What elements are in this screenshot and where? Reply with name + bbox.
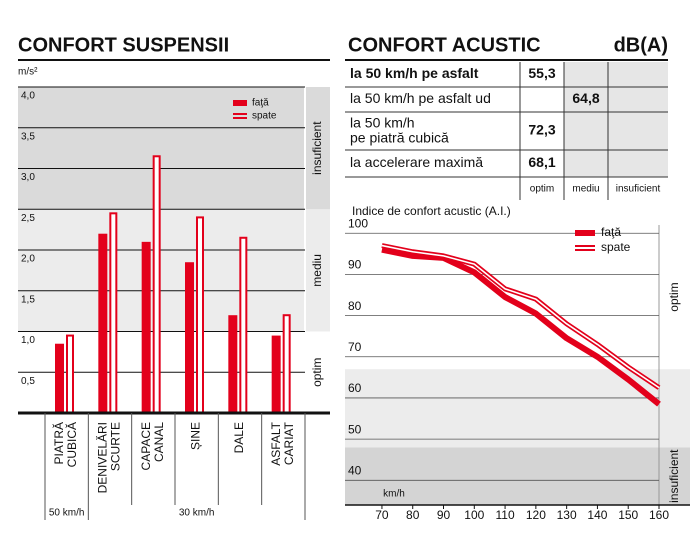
zone-label: optim xyxy=(310,358,324,387)
legend-swatch xyxy=(575,230,595,236)
bar xyxy=(239,236,248,414)
x-tick-label: 70 xyxy=(375,508,389,522)
table-title: CONFORT ACUSTIC xyxy=(348,34,541,56)
zone-label: insuficient xyxy=(667,449,681,503)
row-label: la accelerare maximă xyxy=(350,154,483,170)
y-tick-label: 2,5 xyxy=(21,213,35,224)
y-tick-label: 3,0 xyxy=(21,172,35,183)
y-tick-label: 60 xyxy=(348,381,362,395)
legend-label: spate xyxy=(252,111,277,122)
bar xyxy=(271,335,281,413)
x-tick-label: 80 xyxy=(406,508,420,522)
zone xyxy=(18,209,330,332)
bar xyxy=(98,233,108,413)
legend-label: faţă xyxy=(601,225,621,239)
column-header: insuficient xyxy=(616,184,661,195)
x-tick-label: 160 xyxy=(649,508,669,522)
cell-value: 64,8 xyxy=(572,90,599,106)
zone xyxy=(345,369,690,448)
y-tick-label: 1,0 xyxy=(21,335,35,346)
y-tick-label: 4,0 xyxy=(21,91,35,102)
y-tick-label: 70 xyxy=(348,340,362,354)
series-line-inner xyxy=(381,244,660,389)
bar xyxy=(185,262,194,413)
zone xyxy=(18,87,330,210)
zone xyxy=(345,447,690,505)
bar xyxy=(228,315,238,413)
bar xyxy=(282,314,291,415)
zone-label: insuficient xyxy=(310,121,324,175)
x-tick-label: 90 xyxy=(437,508,451,522)
x-tick-label: 120 xyxy=(526,508,546,522)
x-unit: km/h xyxy=(383,489,405,500)
table-unit: dB(A) xyxy=(614,34,668,56)
y-tick-label: 2,0 xyxy=(21,254,35,265)
cell-value: 55,3 xyxy=(528,65,555,81)
y-tick-label: 90 xyxy=(348,258,362,272)
x-tick-label: ȘINE xyxy=(189,422,203,450)
column-header: optim xyxy=(530,184,554,195)
zone-label: optim xyxy=(667,282,681,311)
y-tick-label: 0,5 xyxy=(21,376,35,387)
y-tick-label: 40 xyxy=(348,463,362,477)
cell-value: 68,1 xyxy=(528,154,555,170)
speed-label: 50 km/h xyxy=(49,508,85,519)
series-line xyxy=(381,246,661,407)
row-label: la 50 km/h pe piatră cubică xyxy=(350,114,449,145)
y-unit: m/s² xyxy=(18,67,38,78)
row-label: la 50 km/h pe asfalt ud xyxy=(350,90,491,106)
x-tick-label: CAPACECANAL xyxy=(139,422,166,471)
bar xyxy=(141,241,151,413)
x-tick-label: DENIVELĂRISCURTE xyxy=(95,422,123,493)
cell-value: 72,3 xyxy=(528,122,555,138)
x-tick-label: 100 xyxy=(464,508,484,522)
x-tick-label: 150 xyxy=(618,508,638,522)
x-tick-label: 130 xyxy=(557,508,577,522)
bar xyxy=(109,212,118,414)
chart-title: CONFORT SUSPENSII xyxy=(18,34,229,56)
zone-label: mediu xyxy=(310,254,324,287)
chart-title: Indice de confort acustic (A.I.) xyxy=(352,204,511,218)
legend-label: spate xyxy=(601,240,631,254)
bar xyxy=(152,155,161,414)
y-tick-label: 100 xyxy=(348,216,368,230)
bar xyxy=(66,334,74,415)
y-tick-label: 1,5 xyxy=(21,294,35,305)
x-tick-label: 110 xyxy=(496,508,515,522)
y-tick-label: 80 xyxy=(348,299,362,313)
x-tick-label: 140 xyxy=(587,508,607,522)
bar xyxy=(196,216,204,414)
y-tick-label: 3,5 xyxy=(21,131,35,142)
x-tick-label: DALE xyxy=(232,422,246,453)
y-tick-label: 50 xyxy=(348,422,362,436)
legend-label: faţă xyxy=(252,98,269,109)
legend-swatch xyxy=(233,100,247,106)
bar xyxy=(55,343,64,413)
table-shade xyxy=(564,62,668,177)
row-label: la 50 km/h pe asfalt xyxy=(350,65,479,81)
x-tick-label: PIATRĂCUBICĂ xyxy=(51,422,79,467)
x-tick-label: ASFALTCARIAT xyxy=(269,421,296,465)
column-header: mediu xyxy=(572,184,599,195)
speed-label: 30 km/h xyxy=(179,508,215,519)
